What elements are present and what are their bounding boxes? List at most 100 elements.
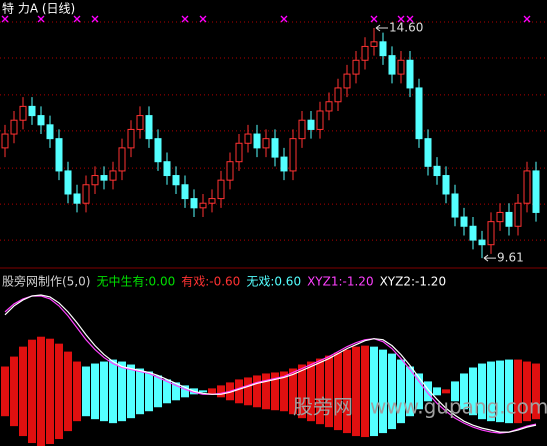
candle-body (388, 55, 396, 75)
histogram-bar (451, 381, 459, 402)
candle-body (10, 119, 18, 135)
annotation-label: 14.60 (389, 20, 423, 34)
watermark-url: www.gupang.com (370, 395, 547, 419)
readout: XYZ1:-1.20 (307, 275, 374, 289)
histogram-bar (163, 379, 171, 404)
watermark-site: 股旁网 (293, 395, 353, 419)
histogram-bar (370, 346, 378, 437)
histogram-bar (55, 343, 63, 440)
histogram-bar (82, 366, 90, 417)
histogram-bar (325, 355, 333, 428)
histogram-bar (100, 361, 108, 422)
candle-body (397, 59, 405, 75)
candle-body (316, 110, 324, 130)
candle-body (271, 138, 279, 158)
candle-body (406, 59, 414, 89)
candle-body (487, 221, 495, 246)
signal-mark (1, 15, 9, 23)
signal-mark (199, 15, 207, 23)
candle-body (91, 175, 99, 186)
candle-body (19, 105, 27, 121)
histogram-bar (208, 388, 216, 395)
candle-body (532, 170, 540, 213)
histogram-bar (523, 361, 531, 422)
signal-mark (406, 15, 414, 23)
histogram-bar (334, 352, 342, 431)
candle-body (262, 138, 270, 149)
histogram-bar (235, 379, 243, 404)
histogram-bar (442, 389, 450, 394)
histogram-bar (397, 359, 405, 424)
candle-body (469, 225, 477, 241)
histogram-bar (379, 349, 387, 434)
signal-mark (73, 15, 81, 23)
candle-body (217, 179, 225, 200)
readout: 无戏:0.60 (246, 275, 301, 289)
histogram-bar (307, 361, 315, 422)
candle-body (343, 73, 351, 89)
candle-body (208, 198, 216, 204)
candle-body (280, 156, 288, 172)
readout: 有戏:-0.60 (181, 275, 240, 289)
candle-body (127, 128, 135, 149)
candle-body (154, 138, 162, 163)
histogram-bar (514, 359, 522, 424)
candle-body (460, 216, 468, 227)
candle-body (190, 198, 198, 209)
candle-body (181, 184, 189, 200)
histogram-bar (424, 381, 432, 402)
readout: 无中生有:0.00 (96, 274, 175, 289)
histogram-bar (136, 368, 144, 415)
histogram-bar (361, 345, 369, 438)
candle-body (226, 161, 234, 181)
signal-mark (37, 15, 45, 23)
candle-body (478, 239, 486, 246)
candle-body (379, 41, 387, 57)
indicator-line (4, 295, 537, 434)
indicator-title: 股旁网制作(5,0) (2, 274, 90, 289)
histogram-bar (10, 356, 18, 427)
histogram-bar (505, 359, 513, 424)
histogram-bar (532, 363, 540, 420)
candle-body (244, 133, 252, 144)
candle-body (370, 41, 378, 47)
histogram-bar (199, 390, 207, 393)
signal-mark (397, 15, 405, 23)
histogram-bar (46, 338, 54, 445)
histogram-bar (289, 368, 297, 415)
candle-body (28, 105, 36, 117)
histogram-bar (172, 382, 180, 401)
candle-body (352, 59, 360, 75)
histogram-bar (19, 346, 27, 437)
chart-title: 特 力A (日线) (2, 1, 75, 16)
histogram-bar (496, 360, 504, 423)
candle-body (523, 170, 531, 204)
candle-body (451, 193, 459, 218)
candle-body (289, 138, 297, 172)
candle-body (172, 175, 180, 186)
candle-body (235, 142, 243, 163)
histogram-bar (244, 377, 252, 406)
histogram-bar (460, 373, 468, 410)
histogram-bar (181, 385, 189, 398)
candle-body (253, 133, 261, 149)
histogram-bar (478, 363, 486, 420)
histogram-bar (280, 371, 288, 412)
signal-mark (91, 15, 99, 23)
candle-body (325, 101, 333, 112)
histogram-bar (415, 373, 423, 410)
histogram-bar (109, 359, 117, 424)
candle-body (118, 147, 126, 172)
signal-mark (370, 15, 378, 23)
candle-body (361, 45, 369, 61)
histogram-bar (298, 364, 306, 419)
signal-mark (181, 15, 189, 23)
candle-body (163, 161, 171, 177)
candle-body (37, 115, 45, 126)
histogram-bar (1, 366, 9, 417)
candle-body (82, 184, 90, 204)
candle-body (109, 170, 117, 181)
annotation-arrow (375, 24, 388, 32)
histogram-bar (253, 375, 261, 408)
